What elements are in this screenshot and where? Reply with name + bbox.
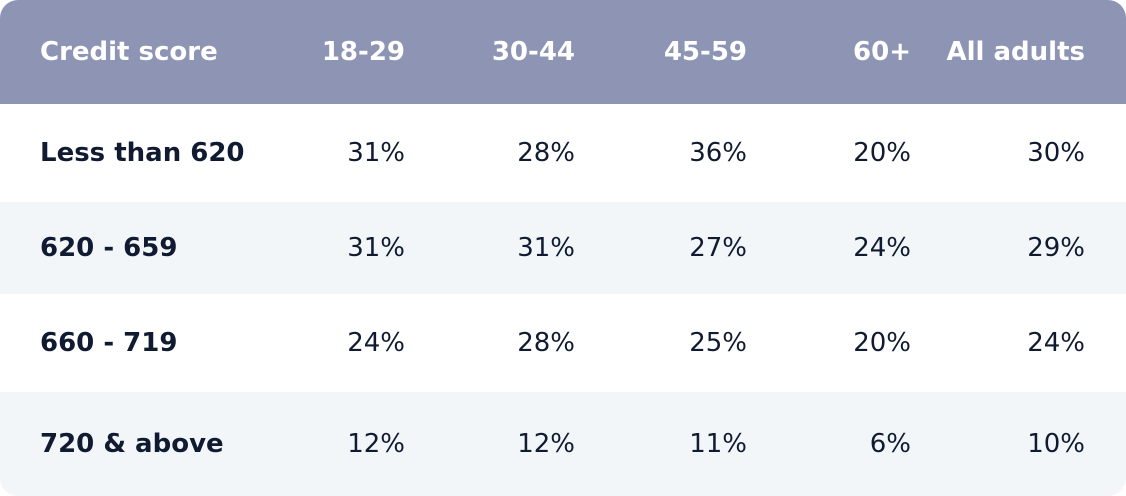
cell: 18-29 bbox=[321, 37, 405, 67]
cell: 31% bbox=[347, 233, 405, 263]
row-label: 660 - 719 bbox=[40, 328, 178, 358]
cell: 24% bbox=[347, 328, 405, 358]
header-row: Credit score 18-29 30-44 45-59 60+ All adults bbox=[0, 0, 1126, 104]
data-row: Less than 620 31% 28% 36% 20% 30% bbox=[0, 104, 1126, 202]
row-label: Less than 620 bbox=[40, 138, 245, 168]
cell: 30-44 bbox=[491, 37, 575, 67]
cell: 60+ bbox=[853, 37, 911, 67]
cell: 29% bbox=[1027, 233, 1085, 263]
cell: 20% bbox=[853, 328, 911, 358]
cell: 27% bbox=[689, 233, 747, 263]
cell: 24% bbox=[853, 233, 911, 263]
row-label: 720 & above bbox=[40, 429, 224, 459]
cell: 11% bbox=[689, 429, 747, 459]
row-label: 620 - 659 bbox=[40, 233, 178, 263]
cell: 24% bbox=[1027, 328, 1085, 358]
cell: 31% bbox=[347, 138, 405, 168]
cell: 10% bbox=[1027, 429, 1085, 459]
row-label: Credit score bbox=[40, 37, 218, 67]
cell: 12% bbox=[347, 429, 405, 459]
cell: 36% bbox=[689, 138, 747, 168]
cell: 28% bbox=[517, 328, 575, 358]
data-row: 620 - 659 31% 31% 27% 24% 29% bbox=[0, 202, 1126, 294]
data-row: 660 - 719 24% 28% 25% 20% 24% bbox=[0, 294, 1126, 392]
cell: 45-59 bbox=[663, 37, 747, 67]
cell: 20% bbox=[853, 138, 911, 168]
cell: 12% bbox=[517, 429, 575, 459]
cell: 25% bbox=[689, 328, 747, 358]
cell: 31% bbox=[517, 233, 575, 263]
cell: 28% bbox=[517, 138, 575, 168]
cell: All adults bbox=[946, 37, 1085, 67]
cell: 6% bbox=[869, 429, 911, 459]
data-row: 720 & above 12% 12% 11% 6% 10% bbox=[0, 392, 1126, 496]
cell: 30% bbox=[1027, 138, 1085, 168]
